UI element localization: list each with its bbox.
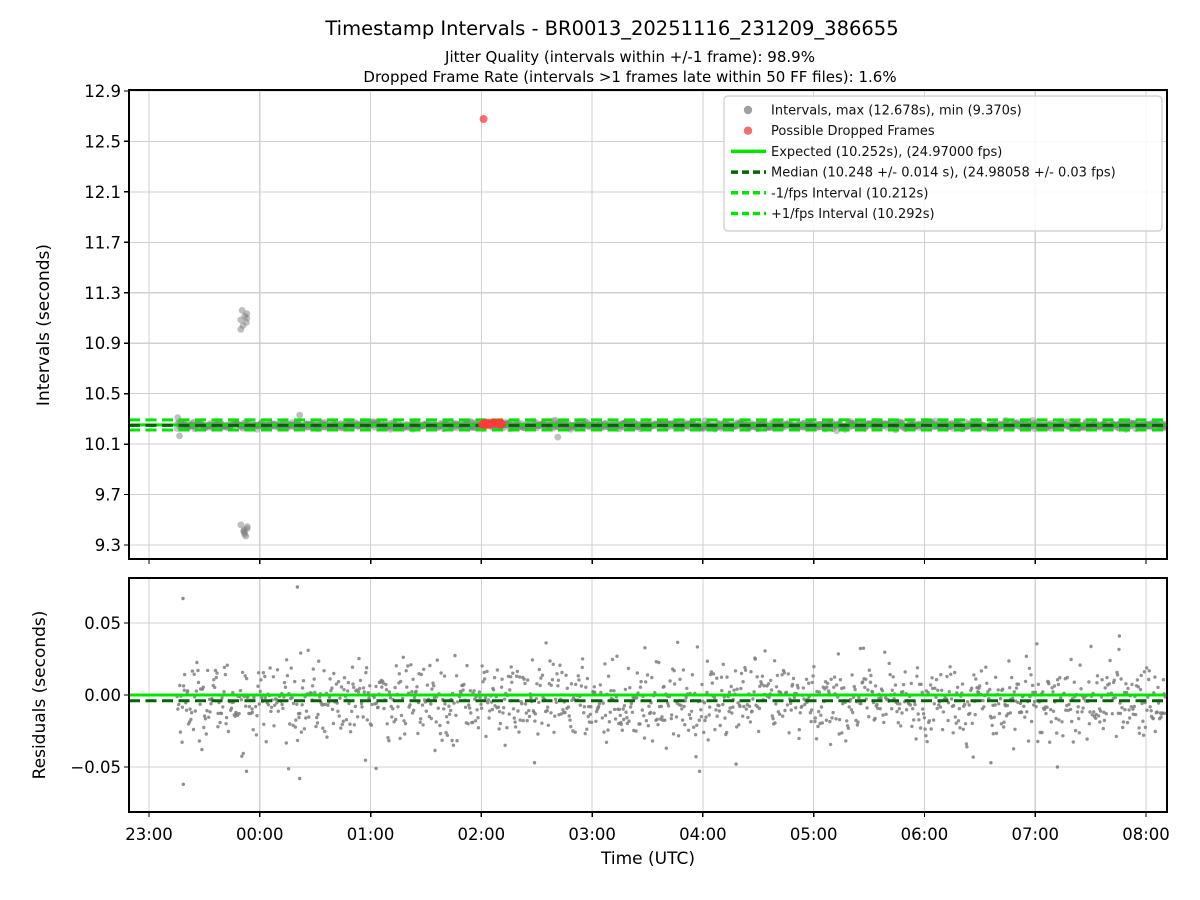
legend-box — [723, 95, 1163, 232]
svg-text:0.05: 0.05 — [84, 614, 121, 633]
x-axis-label-time-utc: Time (UTC) — [601, 849, 695, 869]
svg-text:07:00: 07:00 — [1011, 825, 1059, 844]
legend-label-3: Median (10.248 +/- 0.014 s), (24.98058 +… — [771, 166, 1116, 181]
xtick-labels: 23:00 00:00 01:00 02:00 03:00 04:00 05:00 06:00… — [125, 825, 1170, 844]
svg-text:12.1: 12.1 — [84, 183, 121, 202]
legend-label-5: +1/fps Interval (10.292s) — [771, 207, 935, 222]
axis-ticks — [124, 622, 1147, 817]
subtitle-jitter-quality: Jitter Quality (intervals within +/-1 fr… — [445, 48, 815, 66]
dropped-frame-outlier-point — [479, 115, 488, 123]
svg-text:0.00: 0.00 — [84, 686, 121, 705]
reference-lines — [130, 418, 1166, 432]
panel-residuals — [124, 577, 1168, 817]
legend-marker-0 — [743, 105, 753, 115]
svg-text:12.5: 12.5 — [84, 132, 121, 151]
svg-text:03:00: 03:00 — [568, 825, 616, 844]
residuals-scatter — [175, 585, 1166, 786]
axis-ticks — [124, 90, 1147, 564]
axes-spines — [128, 577, 1168, 813]
svg-text:04:00: 04:00 — [679, 825, 727, 844]
svg-text:10.1: 10.1 — [84, 435, 121, 454]
residuals-ytick-labels: 0.05 0.00 −0.05 — [70, 614, 121, 777]
residual-reference-lines — [130, 693, 1166, 703]
svg-text:00:00: 00:00 — [236, 825, 284, 844]
legend-label-4: -1/fps Interval (10.212s) — [771, 186, 928, 201]
svg-text:−0.05: −0.05 — [70, 758, 121, 777]
subtitle-dropped-frame-rate: Dropped Frame Rate (intervals >1 frames … — [363, 68, 897, 86]
legend-label-2: Expected (10.252s), (24.97000 fps) — [771, 145, 1002, 160]
svg-text:10.9: 10.9 — [84, 334, 121, 353]
legend-label-0: Intervals, max (12.678s), min (9.370s) — [771, 104, 1022, 119]
svg-text:08:00: 08:00 — [1122, 825, 1170, 844]
svg-text:05:00: 05:00 — [790, 825, 838, 844]
svg-text:06:00: 06:00 — [901, 825, 949, 844]
chart-title: Timestamp Intervals - BR0013_20251116_23… — [325, 17, 899, 40]
svg-text:10.5: 10.5 — [84, 385, 121, 404]
svg-text:12.9: 12.9 — [84, 82, 121, 101]
svg-text:11.3: 11.3 — [84, 284, 121, 303]
intervals-ytick-labels: 12.9 12.5 12.1 11.7 11.3 10.9 10.5 10.1 9.7 9.3 — [84, 82, 121, 555]
axes-spines — [128, 89, 1168, 560]
svg-text:01:00: 01:00 — [347, 825, 395, 844]
intervals-scatter — [173, 307, 1166, 540]
svg-text:11.7: 11.7 — [84, 233, 121, 252]
legend: Intervals, max (12.678s), min (9.370s) Po… — [723, 95, 1163, 232]
legend-marker-1 — [743, 126, 753, 135]
svg-text:23:00: 23:00 — [125, 825, 173, 844]
svg-text:9.7: 9.7 — [95, 486, 121, 505]
dropped-frames-scatter — [478, 115, 507, 429]
panel-intervals — [124, 89, 1168, 564]
svg-text:02:00: 02:00 — [458, 825, 506, 844]
legend-label-1: Possible Dropped Frames — [771, 124, 935, 139]
svg-text:9.3: 9.3 — [95, 536, 121, 555]
